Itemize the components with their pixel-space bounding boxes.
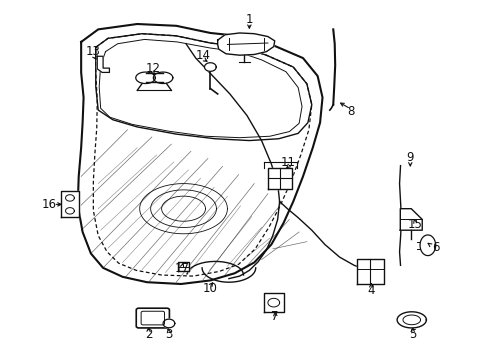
Text: 13: 13 xyxy=(86,45,101,58)
Text: 15: 15 xyxy=(407,218,422,231)
Text: 8: 8 xyxy=(346,105,354,118)
Text: 12: 12 xyxy=(145,62,160,75)
Text: 6: 6 xyxy=(431,241,439,254)
Polygon shape xyxy=(356,259,383,284)
Polygon shape xyxy=(217,33,274,55)
Text: 14: 14 xyxy=(195,49,210,62)
Polygon shape xyxy=(419,235,435,256)
Text: 10: 10 xyxy=(203,282,217,295)
FancyBboxPatch shape xyxy=(141,311,164,325)
Text: 1: 1 xyxy=(245,13,253,26)
Polygon shape xyxy=(61,192,79,217)
Polygon shape xyxy=(153,72,172,84)
Text: 4: 4 xyxy=(367,284,374,297)
Text: 11: 11 xyxy=(280,156,295,169)
Text: 16: 16 xyxy=(42,198,57,211)
FancyBboxPatch shape xyxy=(136,308,169,328)
Polygon shape xyxy=(178,262,188,271)
Polygon shape xyxy=(97,56,109,72)
Polygon shape xyxy=(396,312,426,328)
Polygon shape xyxy=(163,319,174,328)
Polygon shape xyxy=(268,168,291,189)
Text: 2: 2 xyxy=(144,328,152,341)
Text: 5: 5 xyxy=(408,328,416,341)
Polygon shape xyxy=(263,293,284,312)
Text: 17: 17 xyxy=(174,262,189,275)
Polygon shape xyxy=(204,63,216,71)
Polygon shape xyxy=(400,209,421,230)
Text: 9: 9 xyxy=(406,151,413,164)
Polygon shape xyxy=(136,72,155,84)
Text: 3: 3 xyxy=(165,328,172,341)
Text: 7: 7 xyxy=(271,310,278,324)
